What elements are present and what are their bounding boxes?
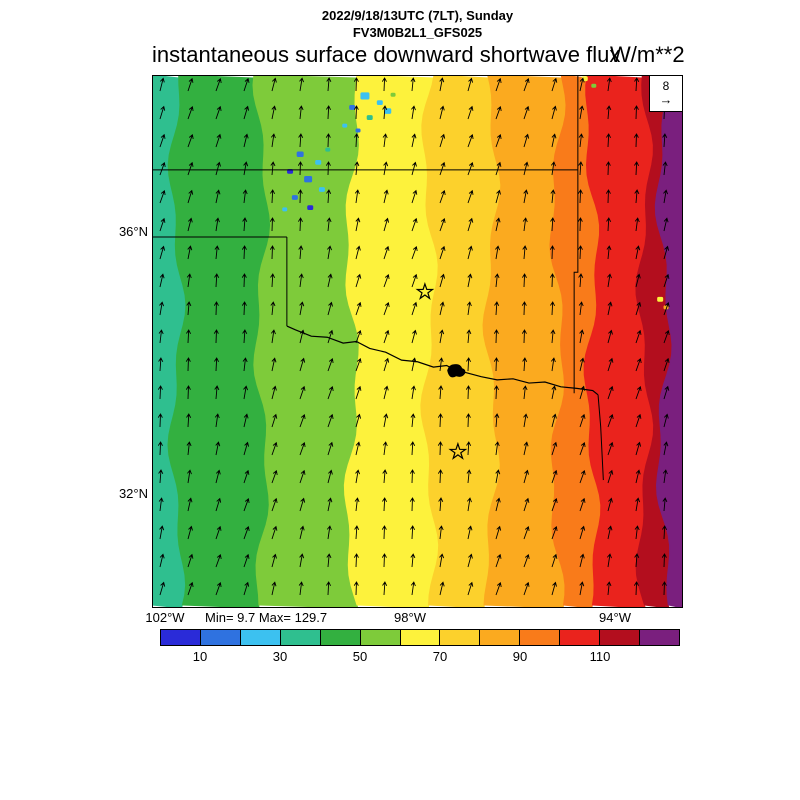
colorbar-cell [599, 630, 640, 645]
wind-reference-box: 8 → [649, 75, 683, 112]
y-tick-36n: 36°N [118, 224, 148, 239]
colorbar [160, 629, 680, 646]
colorbar-cell [279, 630, 320, 645]
colorbar-cell [439, 630, 480, 645]
model-id-label: FV3M0B2L1_GFS025 [352, 25, 483, 40]
y-tick-32n: 32°N [118, 486, 148, 501]
x-tick-98w: 98°W [394, 610, 426, 625]
map-plot [152, 75, 683, 608]
colorbar-cell [639, 630, 679, 645]
wind-reference-value: 8 [662, 78, 670, 93]
colorbar-tick-label: 30 [272, 649, 288, 664]
colorbar-tick-label: 50 [352, 649, 368, 664]
colorbar-tick-labels: 10 30 50 70 90 110 [160, 649, 680, 665]
x-tick-102w: 102°W [145, 610, 185, 625]
colorbar-cell [161, 630, 200, 645]
run-datetime-label: 2022/9/18/13UTC (7LT), Sunday [321, 8, 514, 23]
colorbar-cell [559, 630, 600, 645]
colorbar-cell [359, 630, 400, 645]
colorbar-cell [239, 630, 280, 645]
plot-title: instantaneous surface downward shortwave… [152, 42, 621, 67]
x-tick-94w: 94°W [599, 610, 631, 625]
colorbar-cell [199, 630, 240, 645]
colorbar-cell [399, 630, 440, 645]
map: 8 → [152, 75, 683, 608]
plot-units-label: W/m**2 [610, 42, 685, 67]
min-max-label: Min= 9.7 Max= 129.7 [205, 610, 328, 625]
colorbar-tick-label: 90 [512, 649, 528, 664]
colorbar-cell [519, 630, 560, 645]
colorbar-tick-label: 10 [192, 649, 208, 664]
colorbar-cell [319, 630, 360, 645]
wind-reference-arrow-icon: → [659, 91, 673, 107]
colorbar-cell [479, 630, 520, 645]
colorbar-tick-label: 70 [432, 649, 448, 664]
colorbar-tick-label: 110 [589, 649, 611, 664]
